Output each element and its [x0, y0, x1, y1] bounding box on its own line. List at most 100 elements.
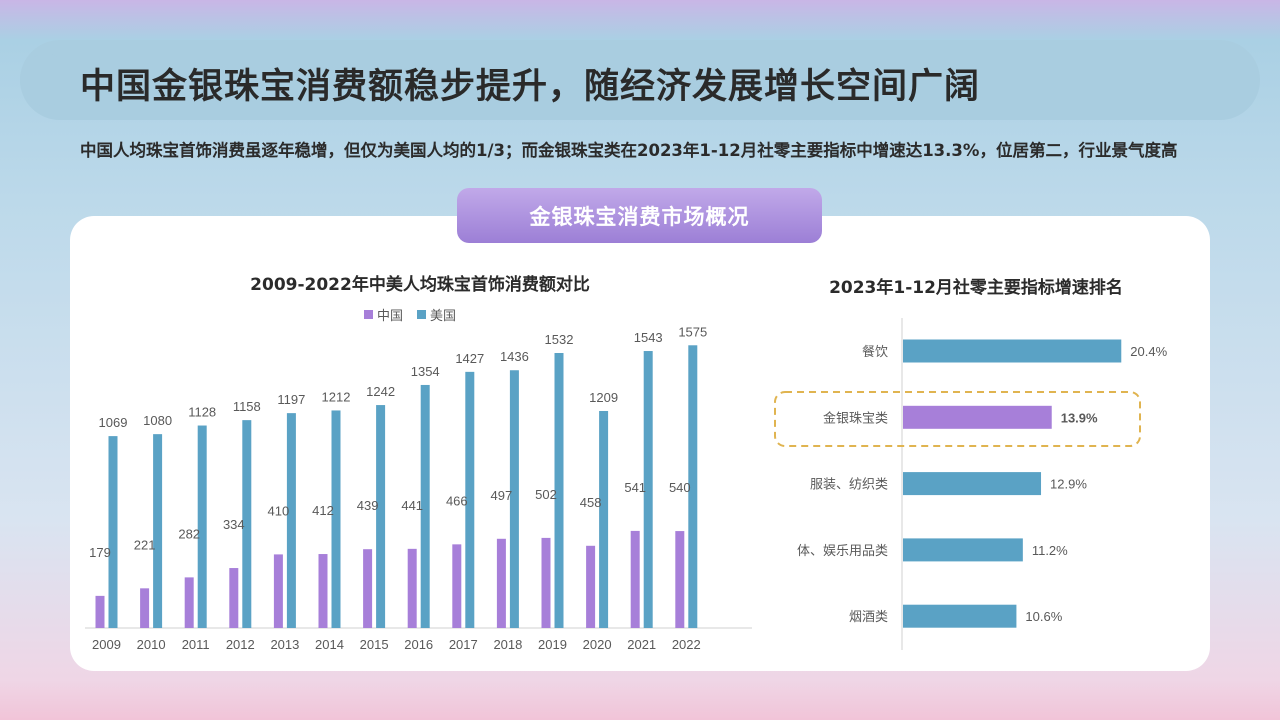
data-label-china-2016: 441: [401, 498, 423, 513]
bar-usa-2013: [286, 413, 296, 628]
bar-china-2020: [586, 545, 596, 628]
bar-usa-2010: [153, 434, 163, 628]
ranking-value-label-3: 11.2%: [1032, 543, 1068, 558]
x-tick-label-2015: 2015: [360, 637, 389, 652]
data-label-china-2012: 334: [223, 517, 245, 532]
data-label-usa-2020: 1209: [589, 390, 618, 405]
data-label-china-2013: 410: [268, 503, 290, 518]
x-tick-label-2019: 2019: [538, 637, 567, 652]
x-tick-label-2022: 2022: [672, 637, 701, 652]
legend-label-china: 中国: [377, 308, 403, 323]
bar-china-2009: [95, 595, 105, 628]
data-label-usa-2019: 1532: [545, 332, 574, 347]
ranking-bar-4: [903, 604, 1017, 628]
ranking-bar-1: [903, 405, 1052, 429]
bar-usa-2019: [554, 353, 564, 628]
data-label-china-2011: 282: [178, 526, 200, 541]
data-label-china-2018: 497: [491, 488, 513, 503]
bar-usa-2009: [108, 436, 118, 628]
data-label-usa-2015: 1242: [366, 384, 395, 399]
bar-china-2011: [184, 577, 194, 628]
ranking-value-label-4: 10.6%: [1025, 609, 1062, 624]
data-label-china-2021: 541: [624, 480, 646, 495]
content-card: [70, 216, 1210, 671]
bar-china-2021: [630, 530, 640, 628]
legend-label-usa: 美国: [430, 308, 456, 323]
bar-china-2014: [318, 554, 328, 628]
bar-usa-2016: [420, 384, 430, 628]
ranking-bar-0: [903, 339, 1122, 363]
data-label-china-2020: 458: [580, 495, 602, 510]
data-label-usa-2014: 1212: [322, 389, 351, 404]
data-label-usa-2022: 1575: [678, 324, 707, 339]
bar-usa-2012: [242, 420, 252, 628]
ranking-value-label-0: 20.4%: [1130, 344, 1167, 359]
bar-usa-2015: [376, 405, 386, 628]
x-tick-label-2017: 2017: [449, 637, 478, 652]
bar-usa-2022: [688, 345, 698, 628]
data-label-usa-2011: 1128: [188, 405, 216, 420]
ranking-category-label-0: 餐饮: [862, 344, 888, 359]
ranking-value-label-2: 12.9%: [1050, 477, 1087, 492]
data-label-china-2014: 412: [312, 503, 334, 518]
x-tick-label-2021: 2021: [627, 637, 656, 652]
bar-china-2016: [407, 548, 417, 628]
page-subtitle: 中国人均珠宝首饰消费虽逐年稳增，但仅为美国人均的1/3；而金银珠宝类在2023年…: [80, 141, 1178, 160]
data-label-usa-2010: 1080: [143, 413, 172, 428]
bar-usa-2020: [599, 410, 609, 628]
bar-chart-title: 2009-2022年中美人均珠宝首饰消费额对比: [250, 274, 590, 295]
bar-usa-2017: [465, 371, 475, 628]
page-title: 中国金银珠宝消费额稳步提升，随经济发展增长空间广阔: [80, 67, 981, 107]
data-label-china-2022: 540: [669, 480, 691, 495]
section-tab: 金银珠宝消费市场概况: [457, 188, 822, 243]
ranking-category-label-2: 服装、纺织类: [810, 477, 888, 492]
bar-group: 179 1069 2009 221 1080 2010 282 1128 2011 334 1158…: [89, 324, 707, 652]
ranking-bar-2: [903, 472, 1042, 496]
x-tick-label-2012: 2012: [226, 637, 255, 652]
data-label-usa-2017: 1427: [455, 351, 484, 366]
title-banner: [20, 40, 1260, 120]
bar-usa-2021: [643, 351, 653, 628]
data-label-china-2010: 221: [134, 537, 156, 552]
x-tick-label-2016: 2016: [404, 637, 433, 652]
data-label-usa-2018: 1436: [500, 349, 529, 364]
bar-china-2015: [363, 549, 373, 628]
highlight-frame: [774, 391, 1141, 447]
ranking-chart-title: 2023年1-12月社零主要指标增速排名: [829, 277, 1123, 298]
bar-china-2012: [229, 568, 239, 628]
bar-china-2022: [675, 531, 685, 628]
bar-china-2019: [541, 537, 551, 628]
bar-china-2013: [273, 554, 283, 628]
x-tick-label-2018: 2018: [493, 637, 522, 652]
data-label-china-2017: 466: [446, 493, 468, 508]
ranking-bar-3: [903, 538, 1023, 562]
data-label-usa-2016: 1354: [411, 364, 440, 379]
data-label-china-2019: 502: [535, 487, 557, 502]
x-tick-label-2009: 2009: [92, 637, 121, 652]
x-tick-label-2014: 2014: [315, 637, 344, 652]
legend-swatch-china: [364, 310, 373, 319]
ranking-category-label-4: 烟酒类: [849, 609, 888, 624]
ranking-category-label-3: 体、娱乐用品类: [797, 543, 888, 558]
data-label-usa-2013: 1197: [277, 392, 305, 407]
bar-usa-2014: [331, 410, 341, 628]
x-tick-label-2020: 2020: [583, 637, 612, 652]
data-label-usa-2012: 1158: [233, 399, 261, 414]
x-tick-label-2010: 2010: [137, 637, 166, 652]
data-label-china-2015: 439: [357, 498, 379, 513]
bar-china-2017: [452, 544, 462, 628]
legend-swatch-usa: [417, 310, 426, 319]
ranking-category-label-1: 金银珠宝类: [823, 410, 888, 425]
data-label-usa-2009: 1069: [99, 415, 128, 430]
ranking-value-label-1: 13.9%: [1061, 410, 1098, 425]
bar-usa-2018: [509, 370, 519, 628]
bar-china-2010: [140, 588, 150, 628]
data-label-china-2009: 179: [89, 545, 111, 560]
data-label-usa-2021: 1543: [634, 330, 663, 345]
ranking-bar-group: 餐饮 20.4% 金银珠宝类 13.9% 服装、纺织类 12.9% 体、娱乐用品类 11.2%…: [797, 339, 1168, 628]
x-tick-label-2013: 2013: [270, 637, 299, 652]
x-tick-label-2011: 2011: [182, 637, 210, 652]
bar-usa-2011: [197, 425, 207, 628]
bar-china-2018: [496, 538, 506, 628]
